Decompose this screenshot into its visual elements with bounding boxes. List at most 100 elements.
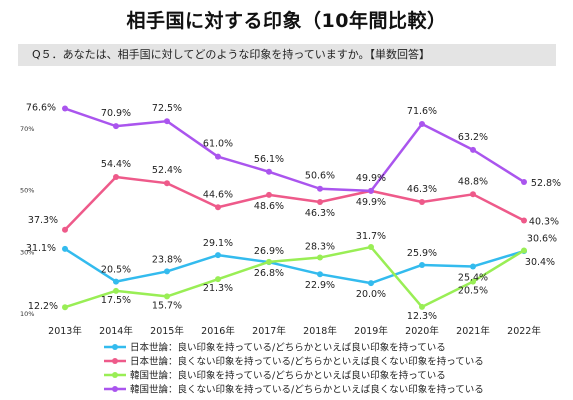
data-point xyxy=(470,191,476,198)
data-label: 20.5% xyxy=(101,265,131,276)
legend-label: 日本世論：良い印象を持っている/どちらかといえば良い印象を持っている xyxy=(130,342,446,354)
x-tick-label: 2017年 xyxy=(252,325,286,337)
data-point xyxy=(368,187,374,194)
data-label: 26.9% xyxy=(254,246,284,257)
data-point xyxy=(470,146,476,153)
data-label: 23.8% xyxy=(152,254,182,265)
series-line xyxy=(64,175,525,231)
data-label: 72.5% xyxy=(152,103,182,114)
data-label: 25.9% xyxy=(407,248,437,259)
x-tick-label: 2018年 xyxy=(303,325,337,337)
question-banner: Q５．あなたは、相手国に対してどのような印象を持っていますか。【単数回答】 xyxy=(18,44,556,66)
data-point xyxy=(215,276,221,283)
data-label: 30.4% xyxy=(525,257,555,268)
data-label: 28.3% xyxy=(305,242,335,253)
data-point xyxy=(164,293,170,300)
data-point xyxy=(317,199,323,206)
data-point xyxy=(419,261,425,268)
data-point xyxy=(419,199,425,206)
data-point xyxy=(470,278,476,285)
x-tick-label: 2020年 xyxy=(405,325,439,337)
data-point xyxy=(521,247,527,254)
data-label: 15.7% xyxy=(152,300,182,311)
data-point xyxy=(470,263,476,270)
legend-label: 日本世論：良くない印象を持っている/どちらかといえば良くない印象を持っている xyxy=(130,356,484,368)
data-label: 12.2% xyxy=(28,301,58,312)
data-point xyxy=(62,105,68,112)
data-label: 25.4% xyxy=(458,272,488,283)
x-tick-label: 2013年 xyxy=(48,325,82,337)
data-label: 50.6% xyxy=(305,171,335,182)
data-label: 49.9% xyxy=(356,197,386,208)
x-tick-label: 2016年 xyxy=(201,325,235,337)
x-tick-label: 2015年 xyxy=(150,325,184,337)
data-label: 37.3% xyxy=(28,215,58,226)
data-point xyxy=(266,191,272,198)
data-label: 31.7% xyxy=(356,231,386,242)
data-point xyxy=(113,278,119,285)
data-point xyxy=(317,271,323,278)
x-tick-label: 2019年 xyxy=(354,325,388,337)
data-point xyxy=(164,268,170,275)
data-label: 29.1% xyxy=(203,238,233,249)
data-label: 52.4% xyxy=(152,165,182,176)
data-point xyxy=(317,185,323,192)
legend-label: 韓国世論：良い印象を持っている/どちらかといえば良い印象を持っている xyxy=(130,370,446,382)
data-label: 40.3% xyxy=(529,217,559,228)
data-label: 17.5% xyxy=(101,295,131,306)
data-point xyxy=(113,123,119,130)
data-label: 26.8% xyxy=(254,268,284,279)
legend-marker xyxy=(112,372,118,378)
series-line xyxy=(64,245,525,309)
y-tick-label: 30% xyxy=(20,248,34,256)
data-point xyxy=(113,174,119,181)
legend-marker xyxy=(112,386,118,392)
y-tick-label: 10% xyxy=(20,310,34,318)
series-line xyxy=(64,107,525,193)
data-label: 22.9% xyxy=(305,280,335,291)
data-point xyxy=(419,303,425,310)
data-label: 49.9% xyxy=(356,173,386,184)
data-label: 54.4% xyxy=(101,159,131,170)
data-label: 76.6% xyxy=(26,103,56,114)
y-tick-label: 70% xyxy=(20,125,34,133)
data-label: 70.9% xyxy=(101,108,131,119)
data-label: 56.1% xyxy=(254,154,284,165)
data-point xyxy=(62,245,68,252)
data-label: 52.8% xyxy=(531,178,561,189)
data-label: 20.0% xyxy=(356,289,386,300)
x-tick-label: 2022年 xyxy=(507,325,541,337)
data-point xyxy=(266,168,272,175)
data-label: 20.5% xyxy=(458,286,488,297)
data-point xyxy=(215,252,221,259)
data-label: 71.6% xyxy=(407,106,437,117)
data-label: 31.1% xyxy=(26,243,56,254)
data-label: 44.6% xyxy=(203,189,233,200)
data-point xyxy=(368,280,374,287)
data-point xyxy=(368,244,374,251)
x-tick-label: 2021年 xyxy=(456,325,490,337)
data-label: 63.2% xyxy=(458,132,488,143)
y-tick-label: 50% xyxy=(20,187,34,195)
legend-marker xyxy=(112,358,118,364)
series-line xyxy=(64,247,525,285)
data-point xyxy=(266,258,272,265)
data-point xyxy=(317,254,323,261)
data-label: 61.0% xyxy=(203,139,233,150)
data-label: 48.6% xyxy=(254,201,284,212)
data-point xyxy=(521,217,527,224)
data-label: 46.3% xyxy=(305,208,335,219)
page-title: 相手国に対する印象（10年間比較） xyxy=(126,10,447,32)
legend-marker xyxy=(112,344,118,350)
data-point xyxy=(113,287,119,294)
data-point xyxy=(164,118,170,125)
data-label: 30.6% xyxy=(527,233,557,244)
data-point xyxy=(62,304,68,311)
data-label: 48.8% xyxy=(458,176,488,187)
data-point xyxy=(521,178,527,185)
data-point xyxy=(62,226,68,233)
data-point xyxy=(419,120,425,127)
data-label: 21.3% xyxy=(203,283,233,294)
data-point xyxy=(215,204,221,211)
